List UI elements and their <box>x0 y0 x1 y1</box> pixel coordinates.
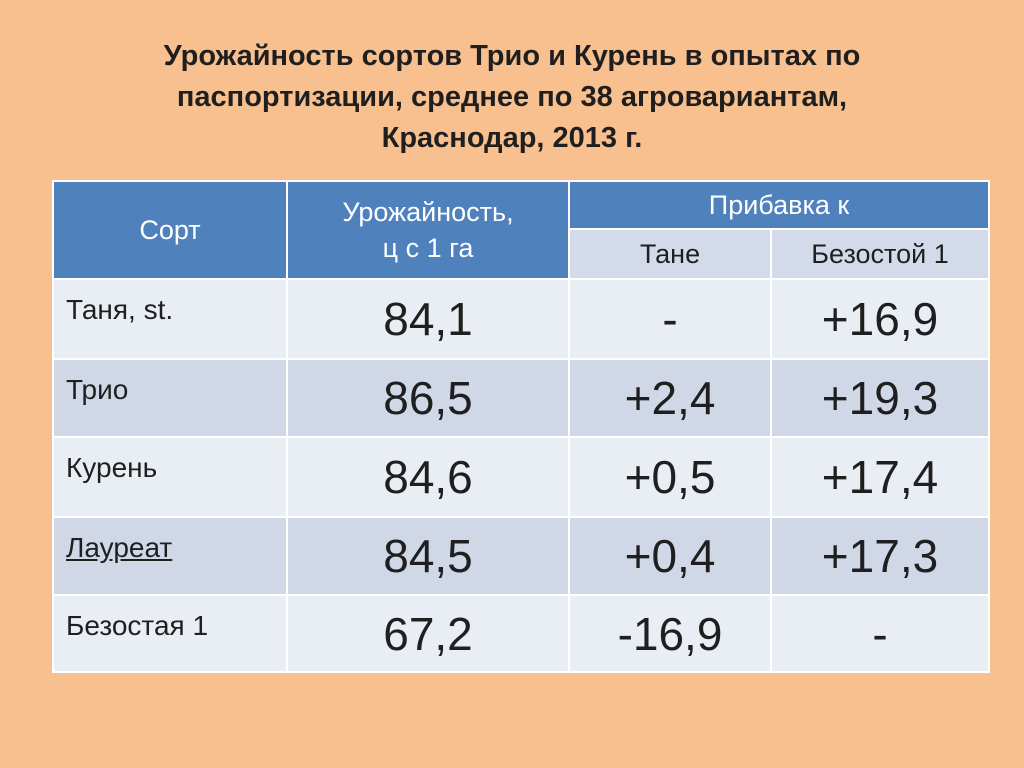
data-row: Таня, st. 84,1 - +16,9 <box>52 278 991 360</box>
variety-name: Трио <box>66 374 129 405</box>
cell-value: +0,4 <box>624 530 716 582</box>
data-row: Лауреат 84,5 +0,4 +17,3 <box>52 516 991 596</box>
header-line: Урожайность, <box>342 197 514 227</box>
cell-value: 84,5 <box>383 530 473 582</box>
variety-cell: Курень <box>52 436 288 518</box>
value-cell: +17,4 <box>769 436 991 518</box>
slide-title: Урожайность сортов Трио и Курень в опыта… <box>60 36 964 159</box>
header-cell: Прибавка к <box>567 180 991 230</box>
variety-name: Курень <box>66 452 158 483</box>
value-cell: +0,4 <box>568 516 772 596</box>
cell-value: 84,6 <box>383 451 473 503</box>
header-cell: Урожайность, ц с 1 га <box>286 180 570 280</box>
variety-cell: Таня, st. <box>52 278 288 360</box>
cell-value: 84,1 <box>383 293 473 345</box>
cell-value: +17,4 <box>821 451 939 503</box>
cell-value: -16,9 <box>617 607 723 660</box>
value-cell: 84,5 <box>286 516 570 596</box>
title-line: Урожайность сортов Трио и Курень в опыта… <box>163 40 861 72</box>
value-cell: +2,4 <box>568 358 772 438</box>
variety-name: Безостая 1 <box>66 610 209 641</box>
cell-value: +17,3 <box>821 530 939 582</box>
value-cell: +16,9 <box>769 278 991 360</box>
value-cell: 67,2 <box>286 594 570 673</box>
value-cell: 86,5 <box>286 358 570 438</box>
value-cell: +17,3 <box>769 516 991 596</box>
cell-value: 86,5 <box>383 372 473 424</box>
subheader-cell: Безостой 1 <box>769 228 991 280</box>
value-cell: 84,1 <box>286 278 570 360</box>
value-cell: -16,9 <box>568 594 772 673</box>
cell-value: +2,4 <box>624 372 716 424</box>
data-row: Курень 84,6 +0,5 +17,4 <box>52 436 991 518</box>
cell-value: +19,3 <box>821 372 939 424</box>
data-row: Трио 86,5 +2,4 +19,3 <box>52 358 991 438</box>
cell-value: +16,9 <box>821 293 939 345</box>
value-cell: +19,3 <box>769 358 991 438</box>
subheader-cell: Тане <box>568 228 772 280</box>
variety-cell: Безостая 1 <box>52 594 288 673</box>
variety-cell: Лауреат <box>52 516 288 596</box>
title-line: паспортизации, среднее по 38 агровариант… <box>176 81 848 113</box>
cell-value: 67,2 <box>383 607 473 660</box>
cell-value: +0,5 <box>624 451 716 503</box>
value-cell: +0,5 <box>568 436 772 518</box>
header-row: Сорт Урожайность, ц с 1 га Прибавка к <box>52 180 991 280</box>
value-cell: - <box>568 278 772 360</box>
subheader-row: Тане Безостой 1 <box>53 228 991 280</box>
value-cell: - <box>769 594 991 673</box>
variety-name: Таня, st. <box>66 294 174 325</box>
cell-value: - <box>662 293 678 345</box>
variety-cell: Трио <box>52 358 288 438</box>
yield-table: Сорт Урожайность, ц с 1 га Прибавка к Тане Бе… <box>52 180 991 673</box>
title-line: Краснодар, 2013 г. <box>381 122 643 154</box>
value-cell: 84,6 <box>286 436 570 518</box>
variety-link[interactable]: Лауреат <box>66 532 173 563</box>
header-cell: Сорт <box>52 180 288 280</box>
cell-value: - <box>872 607 888 660</box>
data-row: Безостая 1 67,2 -16,9 - <box>52 594 991 673</box>
header-line: ц с 1 га <box>382 233 474 263</box>
